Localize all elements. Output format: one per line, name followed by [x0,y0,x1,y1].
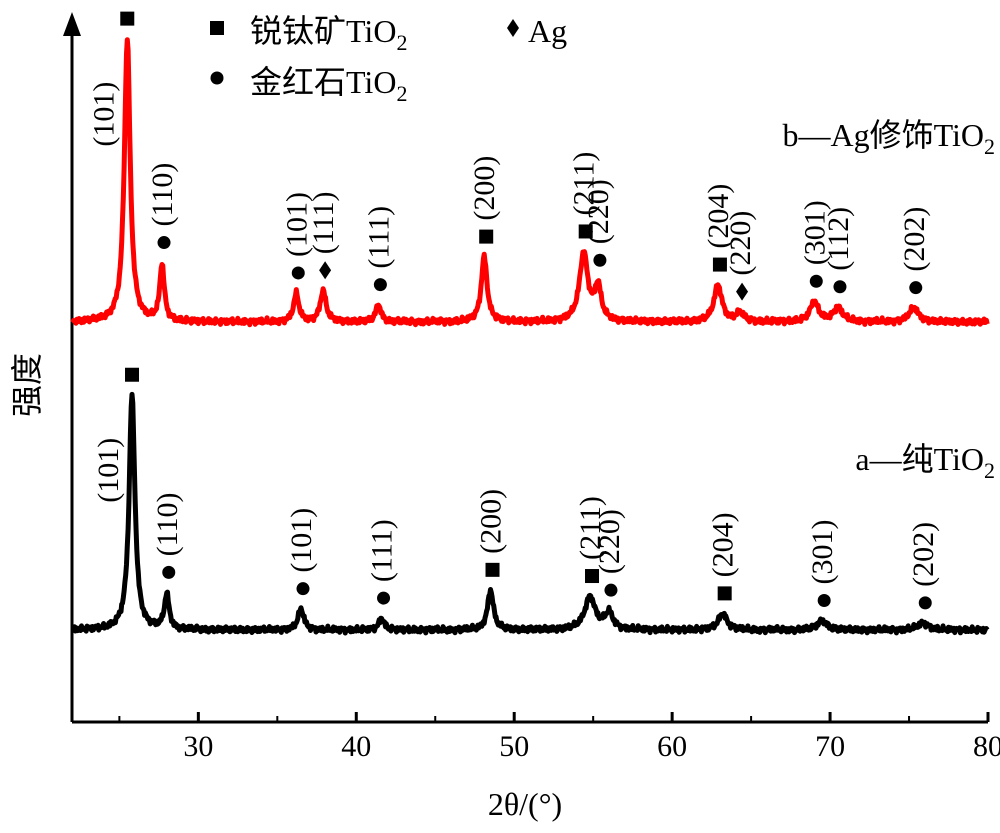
peak-label: (110) [146,163,179,227]
rutile-marker [373,278,387,292]
peak-label: (202) [898,207,931,272]
rutile-marker [296,582,310,596]
peak-label: (301) [798,200,831,265]
rutile-marker [162,565,176,579]
x-tick-label: 50 [499,730,529,763]
peak-label: (101) [87,82,120,147]
series-label-a: a—纯TiO2 [855,441,995,483]
legend-label: 锐钛矿TiO2 [250,13,407,55]
peak-label: (204) [707,512,740,577]
peak-label: (211) [568,152,601,216]
series-line-b [70,37,990,328]
x-axis-label: 2θ/(°) [488,786,562,822]
rutile-marker [157,236,171,250]
peak-annotation: (204) [702,184,735,272]
traces [70,37,990,636]
anatase-marker [485,562,500,577]
anatase-marker [120,11,135,26]
rutile-marker [377,591,391,605]
peak-annotation: (220) [724,211,757,301]
anatase-marker [712,257,727,272]
peak-annotation: (220) [593,509,626,597]
anatase-marker [578,224,593,239]
x-tick-label: 40 [341,730,371,763]
peak-label: (204) [702,184,735,249]
legend-label: Ag [528,13,567,49]
ag-marker [319,261,332,280]
peak-annotation: (110) [146,163,179,250]
anatase-marker [125,367,140,382]
legend-entry: 锐钛矿TiO2 [210,13,407,55]
series-line-a [70,391,990,636]
peak-annotation: (202) [907,522,940,610]
peak-label: (111) [362,206,395,269]
rutile-marker [291,266,305,280]
rutile-marker [809,274,823,288]
peak-label: (220) [724,211,757,276]
peak-annotation: (301) [806,520,839,607]
peak-annotation: (101) [285,508,318,596]
peak-label: (110) [151,493,184,557]
peak-label: (112) [822,207,855,271]
peak-label: (211) [574,496,607,560]
peak-annotation: (111) [307,191,340,280]
peak-label: (101) [92,438,125,503]
legend-entry: 金红石TiO2 [210,64,407,106]
rutile-marker [918,596,932,610]
peak-annotation: (111) [366,519,399,605]
peak-annotation: (110) [151,493,184,579]
y-axis-arrow [63,12,81,36]
peak-label: (220) [593,509,626,574]
peak-annotation: (101) [92,367,140,503]
peak-label: (111) [366,519,399,582]
peak-label: (101) [285,508,318,573]
peak-label: (111) [307,191,340,254]
rutile-marker [909,281,923,295]
rutile-marker [833,280,847,294]
peak-annotation: (101) [87,11,135,147]
peak-label: (200) [468,156,501,221]
y-axis-label: 强度 [9,353,45,417]
peak-annotation: (301) [798,200,831,288]
x-tick-label: 30 [183,730,213,763]
peak-label: (301) [806,520,839,585]
peak-annotation: (200) [475,489,508,577]
anatase-marker [210,21,224,35]
peak-annotation: (204) [707,512,740,601]
peak-annotation: (202) [898,207,931,295]
anatase-marker [479,229,494,244]
peak-label: (220) [582,179,615,244]
series-label-b: b—Ag修饰TiO2 [782,117,995,159]
peak-annotation: (200) [468,156,501,244]
rutile-marker [817,593,831,607]
axes: 30 40 50 60 70 80 [63,12,1000,763]
peak-label: (101) [280,192,313,257]
peak-annotation: (111) [362,206,395,292]
anatase-marker [717,586,732,601]
peak-annotation: (101) [280,192,313,280]
peak-label: (200) [475,489,508,554]
peak-annotation: (211) [568,152,601,239]
anatase-marker [585,569,600,584]
annotations: (101)(110) (101) (111) (200) (211)(220) (204)… [87,11,995,610]
peak-annotation: (220) [582,179,615,267]
x-tick-label: 70 [815,730,845,763]
rutile-marker [593,253,607,267]
rutile-marker [210,71,224,85]
peak-annotation: (112) [822,207,855,294]
peak-annotation: (211) [574,496,607,584]
rutile-marker [604,583,618,597]
x-tick-label: 60 [657,730,687,763]
legend: 锐钛矿TiO2 Ag 金红石TiO2 [210,13,567,106]
legend-label: 金红石TiO2 [250,64,407,106]
x-tick-label: 80 [973,730,1000,763]
ag-marker [507,19,519,37]
ag-marker [736,282,749,301]
legend-entry: Ag [507,13,567,49]
peak-label: (202) [907,522,940,587]
